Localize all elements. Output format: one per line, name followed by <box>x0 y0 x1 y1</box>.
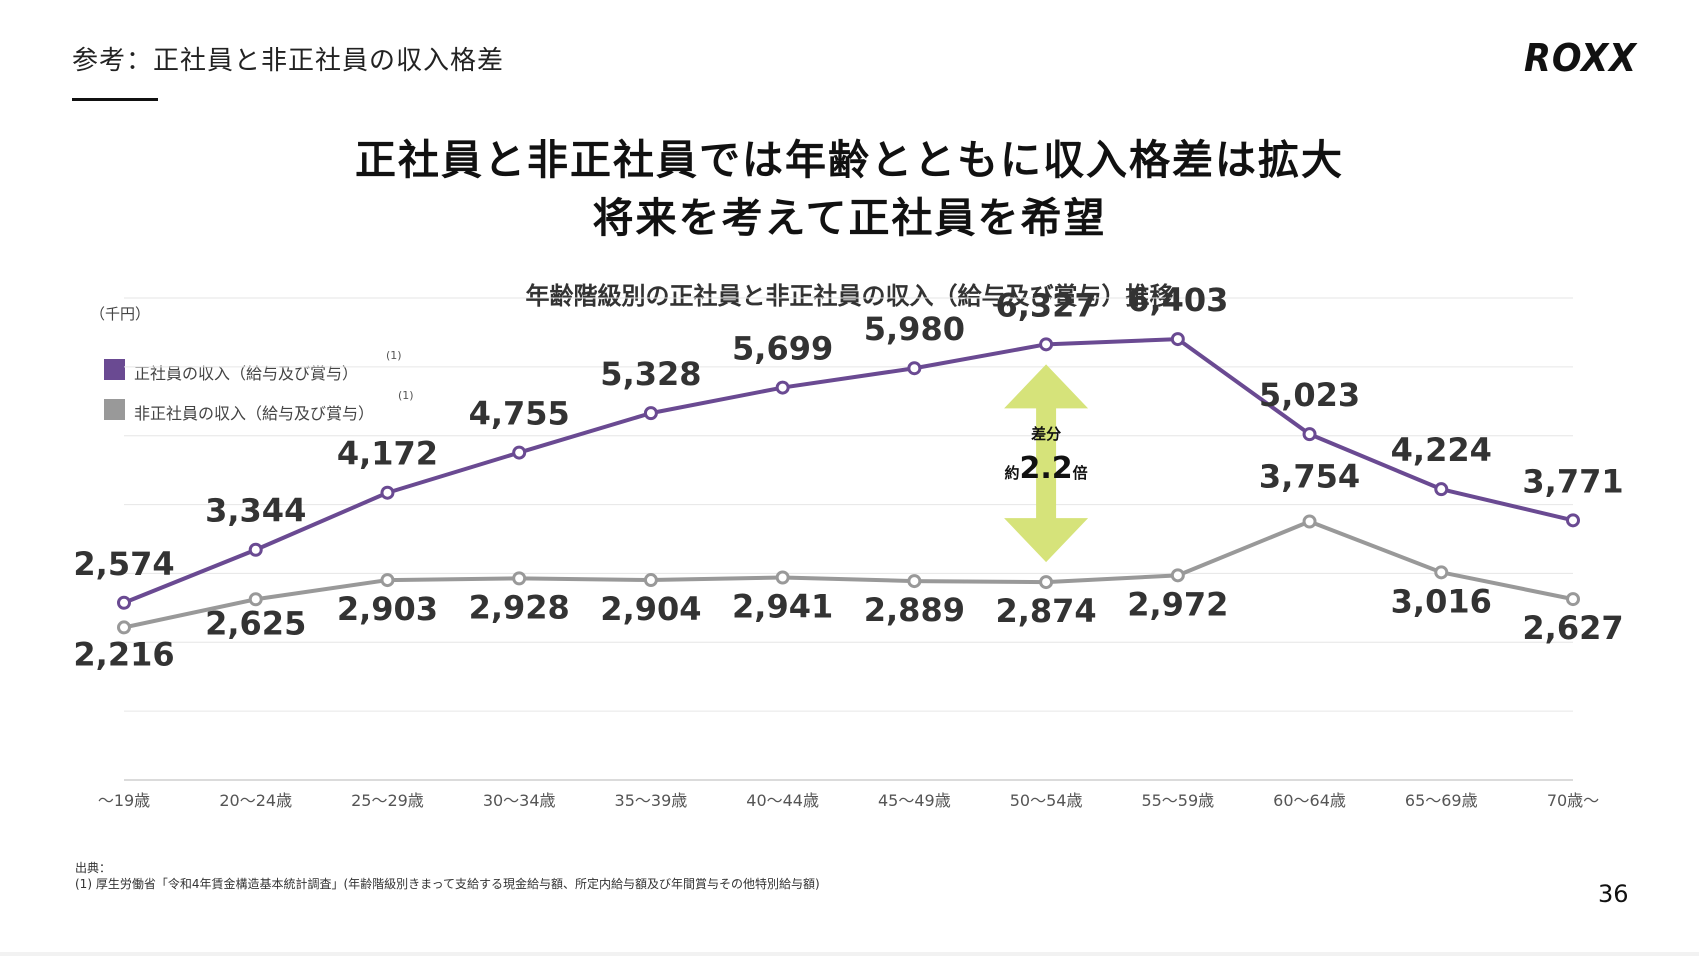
data-point-1 <box>1039 575 1054 590</box>
legend-swatch-regular <box>104 359 125 380</box>
data-label-1: 2,903 <box>337 590 438 628</box>
x-tick-label: 40〜44歳 <box>746 791 819 810</box>
data-point-1 <box>1302 514 1317 529</box>
x-tick-label: 〜19歳 <box>98 791 150 810</box>
annotation-value: 2.2 <box>1020 451 1073 486</box>
data-label-0: 6,403 <box>1127 281 1228 319</box>
x-tick-label: 60〜64歳 <box>1273 791 1346 810</box>
data-point-0 <box>1302 427 1317 442</box>
x-tick-label: 25〜29歳 <box>351 791 424 810</box>
legend-footnote-nonregular: (1) <box>398 389 414 402</box>
data-point-0 <box>512 445 527 460</box>
header-underline <box>72 98 158 101</box>
data-point-0 <box>248 542 263 557</box>
data-point-0 <box>907 361 922 376</box>
data-point-1 <box>380 573 395 588</box>
data-point-1 <box>117 620 131 635</box>
data-label-1: 2,928 <box>469 588 570 626</box>
data-label-0: 5,023 <box>1259 376 1360 414</box>
double-arrow-icon <box>1004 364 1089 563</box>
series-line-0 <box>123 337 1574 605</box>
data-label-1: 2,216 <box>73 635 174 673</box>
headline-line-1: 正社員と非正社員では年齢とともに収入格差は拡大 <box>355 136 1344 184</box>
x-tick-label: 65〜69歳 <box>1405 791 1478 810</box>
data-point-0 <box>117 595 131 610</box>
data-label-0: 4,755 <box>469 395 570 433</box>
data-label-0: 5,699 <box>732 330 833 368</box>
data-point-1 <box>512 571 527 586</box>
x-tick-label: 45〜49歳 <box>878 791 951 810</box>
data-point-0 <box>643 406 658 421</box>
roxx-logo: ROXX <box>1524 36 1637 80</box>
data-label-1: 3,016 <box>1391 582 1492 620</box>
data-point-1 <box>248 592 263 607</box>
data-label-1: 2,874 <box>995 592 1096 630</box>
data-point-1 <box>907 574 922 589</box>
annotation-prefix: 約 <box>1004 464 1019 482</box>
legend-swatch-nonregular <box>104 399 125 420</box>
data-label-0: 4,172 <box>337 435 438 473</box>
chart-title: 年齢階級別の正社員と非正社員の収入（給与及び賞与）推移 <box>525 282 1174 310</box>
data-label-1: 2,625 <box>205 604 306 642</box>
source-heading: 出典： <box>75 861 112 875</box>
data-point-0 <box>1566 513 1580 528</box>
legend-label-regular: 正社員の収入（給与及び賞与） <box>134 364 359 383</box>
data-label-0: 5,328 <box>600 355 701 393</box>
header-title: 参考：正社員と非正社員の収入格差 <box>72 46 505 76</box>
data-point-0 <box>1434 482 1449 497</box>
data-point-1 <box>643 573 658 588</box>
x-tick-label: 20〜24歳 <box>219 791 292 810</box>
legend-label-nonregular: 非正社員の収入（給与及び賞与） <box>134 404 375 423</box>
data-label-0: 3,344 <box>205 492 306 530</box>
page-number: 36 <box>1598 880 1629 908</box>
series-line-1 <box>123 519 1574 630</box>
data-point-1 <box>1566 592 1580 607</box>
data-label-0: 6,327 <box>995 286 1096 324</box>
data-label-1: 2,627 <box>1522 609 1623 647</box>
data-label-1: 2,972 <box>1127 585 1228 623</box>
x-tick-label: 70歳〜 <box>1547 791 1599 810</box>
x-tick-label: 30〜34歳 <box>483 791 556 810</box>
data-point-0 <box>380 485 395 500</box>
legend-footnote-regular: (1) <box>386 349 402 362</box>
x-tick-label: 35〜39歳 <box>615 791 688 810</box>
data-label-1: 2,904 <box>600 590 701 628</box>
data-point-1 <box>775 570 790 585</box>
x-tick-label: 50〜54歳 <box>1010 791 1083 810</box>
data-label-0: 3,771 <box>1522 462 1623 500</box>
x-tick-label: 55〜59歳 <box>1141 791 1214 810</box>
headline-line-2: 将来を考えて正社員を希望 <box>592 194 1107 242</box>
data-label-0: 2,574 <box>73 545 174 583</box>
annotation-label: 差分 <box>1031 425 1061 443</box>
data-label-0: 4,224 <box>1391 431 1492 469</box>
unit-label: （千円） <box>90 305 151 323</box>
data-label-1: 2,889 <box>864 591 965 629</box>
data-point-0 <box>1039 337 1054 352</box>
data-point-1 <box>1434 565 1449 580</box>
source-citation: (1) 厚生労働省「令和4年賃金構造基本統計調査」(年齢階級別きまって支給する現… <box>75 877 820 891</box>
annotation-ratio: 約2.2倍 <box>1004 451 1087 486</box>
data-label-0: 5,980 <box>864 310 965 348</box>
data-label-1: 3,754 <box>1259 458 1360 496</box>
data-point-0 <box>775 380 790 395</box>
data-label-1: 2,941 <box>732 587 833 625</box>
annotation-suffix: 倍 <box>1073 464 1088 482</box>
source-note: 出典： (1) 厚生労働省「令和4年賃金構造基本統計調査」(年齢階級別きまって支… <box>75 860 820 892</box>
data-point-1 <box>1170 568 1185 583</box>
data-point-0 <box>1170 332 1185 347</box>
